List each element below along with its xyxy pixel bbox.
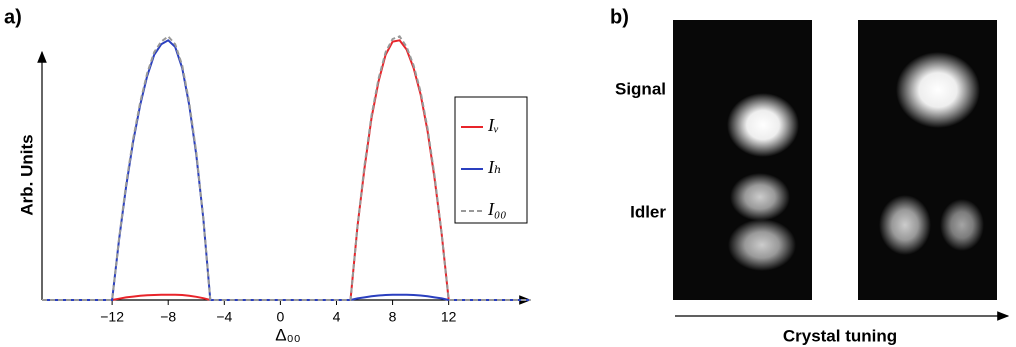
axis-label: Crystal tuning (783, 326, 897, 345)
x-tick-label: −4 (216, 309, 232, 325)
panel-label: a) (4, 6, 22, 28)
legend-label: I₀₀ (487, 199, 507, 219)
image-left (673, 20, 812, 300)
x-tick-label: 12 (441, 309, 457, 325)
x-tick-label: 0 (276, 309, 284, 325)
x-tick-label: 8 (389, 309, 397, 325)
x-axis-label: Δ₀₀ (275, 325, 300, 344)
panel-label: b) (610, 6, 629, 28)
x-tick-label: −8 (160, 309, 176, 325)
x-tick-label: 4 (333, 309, 341, 325)
y-axis-label: Arb. Units (17, 134, 36, 215)
figure: a) Arb. Units Δ₀₀ −12 −8 −4 0 4 8 12 Iᵥ Iₕ I₀₀ b… (0, 0, 1016, 347)
row-label: Signal (615, 79, 666, 98)
legend-label: Iₕ (487, 157, 502, 177)
image-right (858, 20, 997, 300)
legend-label: Iᵥ (487, 115, 499, 135)
x-tick-label: −12 (100, 309, 124, 325)
row-label: Idler (630, 202, 666, 221)
